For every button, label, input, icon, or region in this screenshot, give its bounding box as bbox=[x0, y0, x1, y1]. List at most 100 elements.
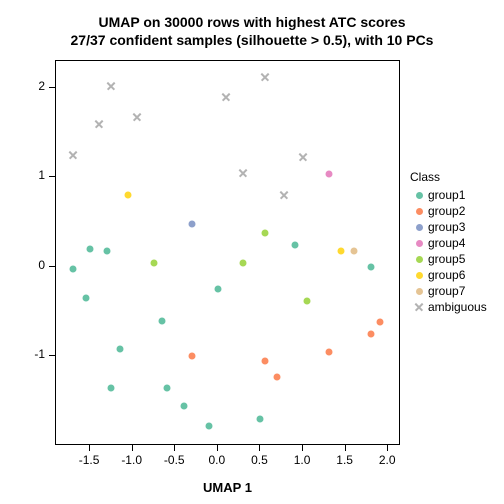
xtick bbox=[174, 445, 175, 451]
scatter-cross bbox=[106, 81, 116, 91]
scatter-point bbox=[351, 247, 358, 254]
xtick bbox=[345, 445, 346, 451]
legend-item: group3 bbox=[410, 219, 487, 235]
scatter-point bbox=[214, 286, 221, 293]
scatter-point bbox=[180, 402, 187, 409]
dot-icon bbox=[416, 208, 423, 215]
xtick bbox=[302, 445, 303, 451]
scatter-point bbox=[376, 319, 383, 326]
scatter-point bbox=[368, 331, 375, 338]
legend-label: group4 bbox=[428, 236, 465, 250]
scatter-point bbox=[82, 295, 89, 302]
scatter-cross bbox=[221, 92, 231, 102]
dot-icon bbox=[416, 224, 423, 231]
legend-swatch bbox=[410, 192, 428, 199]
legend-item: ambiguous bbox=[410, 299, 487, 315]
legend-swatch bbox=[410, 240, 428, 247]
legend: Class group1 group2 group3 group4 group5 grou… bbox=[410, 170, 487, 315]
xtick-label: 1.5 bbox=[325, 453, 365, 467]
legend-item: group1 bbox=[410, 187, 487, 203]
scatter-point bbox=[261, 357, 268, 364]
legend-label: group2 bbox=[428, 204, 465, 218]
scatter-point bbox=[338, 247, 345, 254]
legend-item: group7 bbox=[410, 283, 487, 299]
xtick-label: 1.0 bbox=[282, 453, 322, 467]
ytick-label: -1 bbox=[15, 347, 45, 361]
legend-swatch bbox=[410, 288, 428, 295]
scatter-point bbox=[304, 297, 311, 304]
scatter-point bbox=[206, 423, 213, 430]
legend-swatch bbox=[410, 208, 428, 215]
legend-swatch bbox=[410, 224, 428, 231]
figure: UMAP on 30000 rows with highest ATC scor… bbox=[0, 0, 504, 504]
scatter-point bbox=[189, 220, 196, 227]
scatter-point bbox=[257, 416, 264, 423]
cross-icon bbox=[414, 302, 424, 312]
title-line-2: 27/37 confident samples (silhouette > 0.… bbox=[0, 32, 504, 49]
scatter-point bbox=[159, 317, 166, 324]
legend-label: ambiguous bbox=[428, 300, 487, 314]
scatter-cross bbox=[132, 112, 142, 122]
legend-item: group2 bbox=[410, 203, 487, 219]
legend-swatch bbox=[410, 272, 428, 279]
scatter-point bbox=[325, 348, 332, 355]
scatter-point bbox=[116, 346, 123, 353]
xtick bbox=[89, 445, 90, 451]
scatter-point bbox=[291, 241, 298, 248]
dot-icon bbox=[416, 256, 423, 263]
scatter-point bbox=[240, 260, 247, 267]
xtick-label: -0.5 bbox=[154, 453, 194, 467]
legend-title: Class bbox=[410, 170, 487, 184]
xtick-label: -1.0 bbox=[112, 453, 152, 467]
dot-icon bbox=[416, 272, 423, 279]
plot-area bbox=[55, 60, 400, 445]
ytick-label: 2 bbox=[15, 79, 45, 93]
scatter-cross bbox=[68, 150, 78, 160]
legend-item: group4 bbox=[410, 235, 487, 251]
scatter-cross bbox=[94, 119, 104, 129]
title-line-1: UMAP on 30000 rows with highest ATC scor… bbox=[0, 14, 504, 31]
scatter-cross bbox=[298, 152, 308, 162]
ytick bbox=[49, 266, 55, 267]
dot-icon bbox=[416, 192, 423, 199]
legend-label: group1 bbox=[428, 188, 465, 202]
scatter-cross bbox=[279, 190, 289, 200]
scatter-point bbox=[189, 353, 196, 360]
legend-swatch bbox=[410, 302, 428, 312]
xtick bbox=[259, 445, 260, 451]
ytick bbox=[49, 87, 55, 88]
xtick-label: -1.5 bbox=[69, 453, 109, 467]
scatter-point bbox=[70, 265, 77, 272]
scatter-point bbox=[125, 192, 132, 199]
scatter-point bbox=[108, 384, 115, 391]
legend-item: group6 bbox=[410, 267, 487, 283]
scatter-point bbox=[261, 229, 268, 236]
xtick bbox=[217, 445, 218, 451]
scatter-cross bbox=[260, 72, 270, 82]
scatter-point bbox=[274, 374, 281, 381]
scatter-point bbox=[325, 170, 332, 177]
scatter-point bbox=[150, 260, 157, 267]
xtick-label: 2.0 bbox=[367, 453, 407, 467]
scatter-point bbox=[163, 384, 170, 391]
ytick bbox=[49, 355, 55, 356]
ytick-label: 1 bbox=[15, 168, 45, 182]
xtick bbox=[387, 445, 388, 451]
legend-label: group5 bbox=[428, 252, 465, 266]
scatter-point bbox=[87, 246, 94, 253]
scatter-cross bbox=[238, 168, 248, 178]
scatter-point bbox=[104, 247, 111, 254]
legend-label: group7 bbox=[428, 284, 465, 298]
xtick-label: 0.5 bbox=[239, 453, 279, 467]
ytick-label: 0 bbox=[15, 258, 45, 272]
legend-label: group3 bbox=[428, 220, 465, 234]
xtick-label: 0.0 bbox=[197, 453, 237, 467]
legend-swatch bbox=[410, 256, 428, 263]
legend-label: group6 bbox=[428, 268, 465, 282]
scatter-point bbox=[368, 263, 375, 270]
legend-item: group5 bbox=[410, 251, 487, 267]
dot-icon bbox=[416, 288, 423, 295]
xlabel: UMAP 1 bbox=[55, 480, 400, 495]
ytick bbox=[49, 176, 55, 177]
dot-icon bbox=[416, 240, 423, 247]
